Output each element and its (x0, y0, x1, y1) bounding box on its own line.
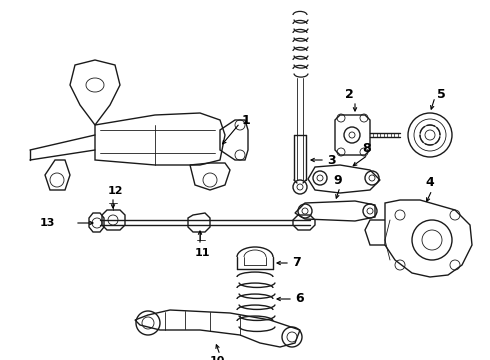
Text: 4: 4 (425, 176, 434, 189)
Text: 12: 12 (108, 186, 123, 196)
Text: 5: 5 (437, 89, 446, 102)
Text: 10: 10 (210, 356, 225, 360)
Text: 13: 13 (40, 218, 55, 228)
Text: 1: 1 (242, 113, 251, 126)
Text: 7: 7 (292, 256, 301, 270)
Text: 6: 6 (295, 292, 304, 306)
Text: 3: 3 (327, 153, 336, 166)
Text: 11: 11 (195, 248, 211, 258)
Text: 9: 9 (333, 174, 342, 186)
Text: 8: 8 (362, 141, 370, 154)
Text: 2: 2 (345, 89, 354, 102)
